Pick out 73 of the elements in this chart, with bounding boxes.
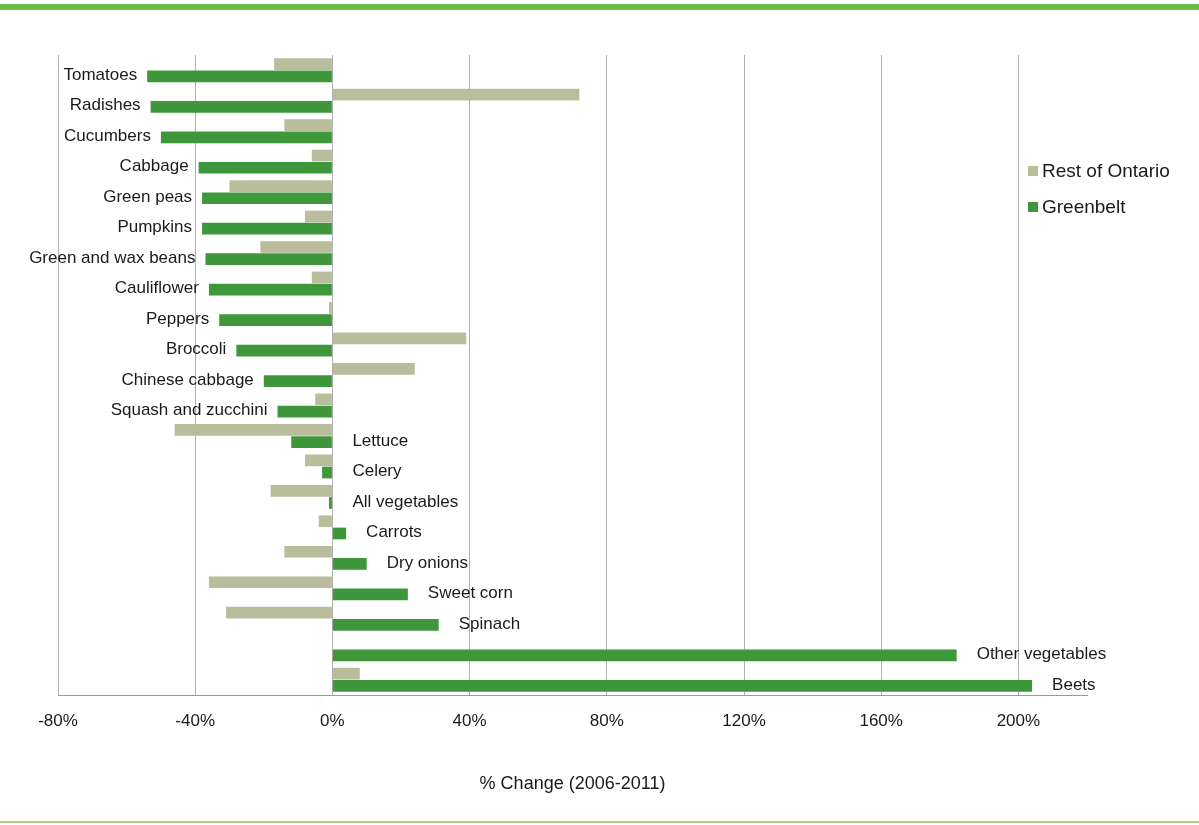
y-tick-label: Radishes [69, 95, 141, 115]
x-tick-label: 80% [589, 710, 624, 730]
y-tick-label: Squash and zucchini [110, 400, 268, 420]
bar [332, 680, 1033, 692]
x-tick-label: -40% [175, 710, 216, 730]
bar [328, 497, 332, 509]
y-tick-label: Green and wax beans [29, 247, 196, 267]
y-tick-label: Dry onions [386, 552, 468, 572]
y-tick-label: Peppers [145, 308, 210, 328]
bar [229, 180, 332, 192]
y-tick-label: Pumpkins [117, 217, 193, 237]
bar [332, 88, 580, 101]
bar [332, 527, 347, 540]
y-tick-label: Chinese cabbage [121, 369, 254, 389]
bar [263, 375, 332, 387]
bar [318, 515, 332, 528]
bar [277, 405, 332, 418]
y-tick-label: Cauliflower [114, 278, 200, 298]
bar [174, 424, 332, 436]
y-tick-label: Cabbage [119, 156, 189, 176]
bar [332, 667, 360, 680]
bar [332, 619, 439, 631]
y-tick-label: Green peas [103, 186, 193, 206]
bar [208, 283, 332, 296]
bar [202, 192, 332, 205]
y-tick-label: Other vegetables [976, 644, 1107, 664]
x-tick-label: 40% [452, 710, 487, 730]
y-tick-label: Carrots [366, 522, 422, 542]
bar [311, 271, 332, 284]
bar [147, 70, 332, 83]
x-axis-title: % Change (2006-2011) [479, 773, 666, 794]
bar [332, 332, 467, 345]
bar [270, 484, 332, 497]
bar [304, 210, 332, 223]
bar [284, 119, 332, 131]
bar [219, 314, 332, 326]
y-tick-label: Beets [1052, 674, 1096, 694]
bar [274, 58, 332, 70]
bar [304, 454, 332, 467]
legend-label: Rest of Ontario [1042, 160, 1170, 182]
x-tick-label: -80% [38, 710, 78, 730]
y-tick-label: Sweet corn [427, 583, 513, 603]
y-tick-label: Celery [352, 461, 403, 481]
bar [332, 649, 957, 662]
x-tick-label: 0% [320, 710, 345, 730]
y-tick-label: Spinach [458, 613, 521, 633]
bar [198, 161, 332, 174]
bar [322, 466, 332, 479]
bar [311, 149, 332, 162]
bar [328, 302, 332, 314]
bar [208, 576, 332, 589]
y-tick-label: Lettuce [352, 430, 409, 450]
bar [160, 131, 332, 144]
y-tick-label: All vegetables [352, 491, 459, 511]
bar [332, 588, 408, 601]
y-tick-label: Cucumbers [63, 125, 151, 145]
x-tick-label: 160% [859, 710, 903, 730]
bar [315, 393, 332, 406]
bar [260, 241, 332, 253]
bar [332, 558, 367, 570]
x-tick-label: 200% [996, 710, 1041, 730]
bar [202, 222, 332, 235]
x-tick-label: 120% [722, 710, 766, 730]
bar [332, 363, 415, 375]
bar [236, 344, 332, 357]
y-tick-label: Tomatoes [63, 65, 138, 85]
legend-label: Greenbelt [1042, 196, 1127, 218]
bar [291, 436, 332, 448]
bar [205, 253, 332, 266]
bar [284, 545, 332, 558]
bar [226, 606, 332, 619]
bar [150, 100, 332, 113]
y-tick-label: Broccoli [165, 339, 227, 359]
